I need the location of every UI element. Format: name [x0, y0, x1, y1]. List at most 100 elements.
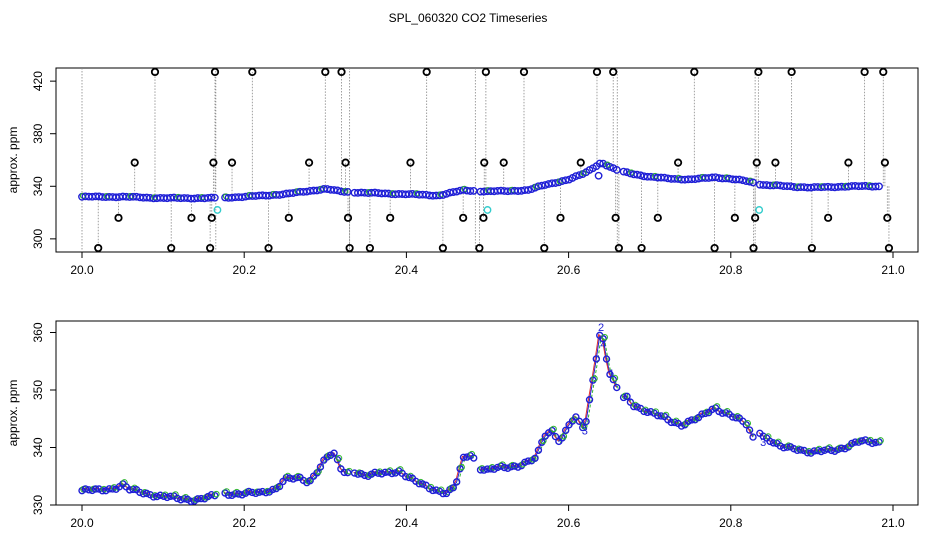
data-point: [749, 433, 757, 441]
data-point: [643, 408, 652, 417]
data-point: [207, 193, 216, 202]
data-point: [595, 159, 604, 168]
data-point: [837, 444, 846, 452]
data-point: [173, 494, 182, 503]
data-point: [180, 495, 188, 503]
data-point: [657, 412, 665, 420]
plot-frame: [55, 320, 919, 506]
data-point: [456, 465, 464, 473]
data-point-green: [632, 401, 639, 409]
outlier-point: [438, 243, 447, 253]
outlier-point: [343, 213, 353, 222]
outlier-points: [94, 67, 894, 253]
data-point: [633, 403, 641, 411]
panel-bottom-filtered-timeseries: 20.0 20.2 20.4 20.6 20.8 21.0 330 340 350 360 appr…: [6, 320, 919, 530]
data-point: [197, 494, 205, 503]
data-point: [85, 486, 93, 494]
data-point-green: [172, 491, 179, 498]
data-point: [541, 181, 550, 189]
data-point: [510, 462, 519, 470]
data-point: [875, 182, 883, 191]
x-tick-label: 20.8: [719, 263, 743, 277]
x-tick-label: 20.6: [557, 516, 581, 530]
data-point: [854, 438, 863, 446]
data-point: [871, 182, 880, 191]
data-point: [701, 409, 710, 418]
outlier-point: [749, 243, 758, 253]
data-point-green: [775, 438, 782, 446]
outlier-point: [879, 67, 888, 77]
data-point-green: [458, 463, 465, 471]
data-point: [626, 398, 635, 406]
outlier-point: [576, 158, 585, 167]
data-point-green: [628, 169, 635, 176]
data-point: [599, 335, 607, 343]
data-point: [439, 489, 447, 498]
data-point-green: [591, 375, 598, 382]
data-point: [735, 175, 744, 184]
point-label: 3: [582, 425, 588, 437]
data-point-green: [601, 333, 608, 341]
data-point: [194, 495, 202, 503]
outlier-point: [187, 213, 196, 222]
outlier-point: [479, 213, 488, 222]
x-tick-label: 20.4: [395, 263, 419, 277]
data-point: [551, 179, 560, 187]
low-point: [594, 171, 603, 180]
y-tick-label: 350: [31, 380, 45, 400]
chart-title: SPL_060320 CO2 Timeseries: [389, 11, 548, 25]
outlier-point: [321, 67, 330, 77]
data-point: [139, 490, 148, 498]
outlier-point: [519, 67, 529, 77]
outlier-point: [710, 243, 719, 253]
data-point: [493, 463, 502, 472]
outlier-point: [365, 243, 375, 253]
cyan-point: [483, 206, 492, 214]
data-point: [207, 490, 216, 499]
data-point: [848, 439, 856, 448]
data-point: [858, 437, 866, 445]
data-point-green: [652, 408, 660, 415]
data-point: [316, 463, 325, 471]
data-point: [589, 376, 597, 384]
x-tick-label: 21.0: [881, 263, 905, 277]
data-point: [534, 446, 543, 454]
y-axis-label: approx. ppm: [6, 380, 20, 447]
data-point-green: [560, 433, 568, 440]
data-point: [797, 446, 805, 454]
data-point: [561, 176, 570, 185]
x-tick-label: 20.2: [233, 516, 257, 530]
data-point: [653, 411, 662, 420]
data-point: [306, 476, 314, 485]
outlier-point: [150, 67, 160, 77]
outlier-point: [730, 213, 739, 222]
outlier-point: [614, 243, 623, 253]
data-point: [466, 187, 475, 195]
data-point: [851, 438, 859, 446]
data-point-green: [223, 488, 230, 495]
data-point: [88, 486, 96, 495]
data-point: [538, 438, 546, 446]
data-point-green: [734, 412, 741, 420]
x-tick-label: 20.4: [395, 516, 419, 530]
data-point: [619, 393, 628, 402]
data-point: [476, 466, 485, 474]
y-tick-label: 340: [31, 176, 45, 196]
data-point: [333, 186, 342, 195]
data-point: [350, 469, 359, 477]
outlier-point: [386, 213, 395, 222]
outlier-point: [210, 67, 220, 77]
data-point: [248, 488, 257, 497]
outlier-point: [480, 158, 489, 167]
x-tick-label: 20.0: [70, 263, 94, 277]
data-point-green: [846, 442, 854, 449]
data-point: [834, 445, 842, 454]
outlier-point: [751, 213, 760, 222]
outlier-point: [637, 243, 646, 253]
data-point: [612, 166, 621, 174]
outlier-point: [556, 213, 565, 222]
data-point-green: [284, 472, 292, 480]
data-point: [875, 438, 883, 446]
data-point: [149, 493, 158, 501]
